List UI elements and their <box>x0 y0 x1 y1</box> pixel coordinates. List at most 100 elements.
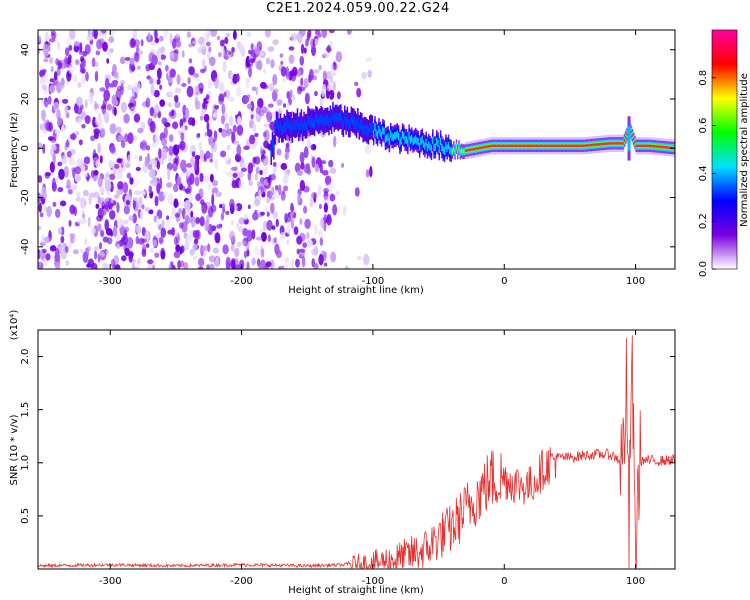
heatmap-ridge-cell <box>354 118 357 129</box>
heatmap-cell <box>73 41 80 47</box>
heatmap-cell <box>273 189 279 200</box>
heatmap-ridge-cell <box>521 144 523 148</box>
heatmap-cell <box>158 35 164 42</box>
heatmap-cell <box>255 166 260 175</box>
heatmap-ridge-cell <box>417 138 420 146</box>
heatmap-cell <box>84 173 88 178</box>
heatmap-cell <box>267 234 271 243</box>
heatmap-cell <box>77 118 83 124</box>
heatmap-cell <box>222 244 229 255</box>
heatmap-ridge-cell <box>596 143 598 146</box>
heatmap-cell <box>81 123 86 129</box>
heatmap-ridge-cell <box>481 146 484 149</box>
heatmap-cell <box>201 245 209 252</box>
heatmap-cell <box>132 198 136 210</box>
heatmap-ridge-cell <box>312 117 315 128</box>
heatmap-cell <box>291 258 295 269</box>
heatmap-cell <box>133 135 138 141</box>
heatmap-cell <box>57 41 61 51</box>
heatmap-cell <box>317 184 322 197</box>
heatmap-cell <box>133 83 139 95</box>
heatmap-cell <box>132 213 137 224</box>
heatmap-ridge-cell <box>657 145 660 148</box>
heatmap-cell <box>44 171 52 177</box>
heatmap-ridge-cell <box>546 144 548 148</box>
heatmap-cell <box>247 162 254 174</box>
heatmap-cell <box>133 113 141 123</box>
heatmap-cell <box>229 115 234 127</box>
heatmap-cell <box>266 143 272 149</box>
heatmap-cell <box>288 46 295 51</box>
heatmap-cell <box>326 214 332 226</box>
heatmap-ridge-cell <box>315 113 317 124</box>
heatmap-cell <box>257 97 264 109</box>
heatmap-ridge-cell <box>355 120 358 131</box>
heatmap-ridge-cell <box>454 150 456 155</box>
heatmap-ridge-cell <box>299 119 301 130</box>
heatmap-ridge-cell <box>304 121 307 132</box>
heatmap-cell <box>171 227 175 236</box>
heatmap-ridge-cell <box>379 129 381 137</box>
heatmap-cell <box>256 258 261 267</box>
heatmap-cell <box>227 128 232 134</box>
heatmap-cell <box>265 57 271 65</box>
heatmap-cell <box>80 111 87 120</box>
heatmap-cell <box>313 245 319 257</box>
heatmap-ridge-cell <box>651 144 653 148</box>
heatmap-ridge-cell <box>597 143 600 146</box>
heatmap-ridge-cell <box>525 144 527 148</box>
heatmap-cell <box>323 202 329 213</box>
heatmap-cell <box>76 157 84 166</box>
heatmap-cell <box>74 174 82 183</box>
heatmap-cell <box>42 68 47 74</box>
heatmap-ridge-cell <box>375 129 378 137</box>
heatmap-ridge-cell <box>472 148 475 151</box>
heatmap-cell <box>322 70 327 82</box>
heatmap-cell <box>119 79 126 85</box>
heatmap-ridge-cell <box>667 146 669 149</box>
heatmap-ridge-cell <box>601 142 603 146</box>
heatmap-ridge-cell <box>334 112 337 123</box>
heatmap-cell <box>204 132 208 137</box>
heatmap-cell <box>204 220 210 232</box>
heatmap-ridge-cell <box>643 144 645 148</box>
heatmap-cell <box>165 219 171 231</box>
heatmap-ridge-cell <box>429 143 431 151</box>
heatmap-cell <box>300 43 305 55</box>
heatmap-ridge-cell <box>374 123 376 131</box>
heatmap-cell <box>253 198 261 207</box>
heatmap-cell <box>319 99 324 108</box>
heatmap-cell <box>260 248 265 258</box>
heatmap-cell <box>103 111 110 124</box>
heatmap-cell <box>245 82 250 89</box>
heatmap-cell <box>55 175 59 183</box>
heatmap-cell <box>236 144 242 157</box>
heatmap-cell <box>216 224 222 229</box>
heatmap-cell <box>241 240 247 246</box>
heatmap-cell <box>57 227 62 235</box>
heatmap-ridge-cell <box>571 144 573 148</box>
heatmap-cell <box>114 234 121 243</box>
heatmap-cell <box>93 128 100 135</box>
heatmap-cell <box>104 176 111 181</box>
heatmap-ridge-cell <box>583 144 585 148</box>
heatmap-cell <box>263 67 267 75</box>
heatmap-ridge-cell <box>484 145 487 149</box>
heatmap-cell <box>265 111 273 121</box>
heatmap-cell <box>39 123 44 131</box>
heatmap-cell <box>99 251 105 257</box>
heatmap-ridge-cell <box>474 147 476 151</box>
heatmap-cell <box>293 226 299 235</box>
heatmap-cell <box>303 77 309 89</box>
heatmap-cell <box>132 197 139 202</box>
heatmap-cell <box>220 114 225 125</box>
heatmap-ridge-cell <box>485 145 488 149</box>
heatmap-cell <box>247 204 251 210</box>
heatmap-cell <box>333 61 336 70</box>
heatmap-cell <box>270 202 275 215</box>
heatmap-cell <box>109 123 117 135</box>
heatmap-cell <box>195 216 201 224</box>
heatmap-cell <box>47 136 54 141</box>
heatmap-cell <box>141 248 147 258</box>
heatmap-cell <box>109 210 116 220</box>
